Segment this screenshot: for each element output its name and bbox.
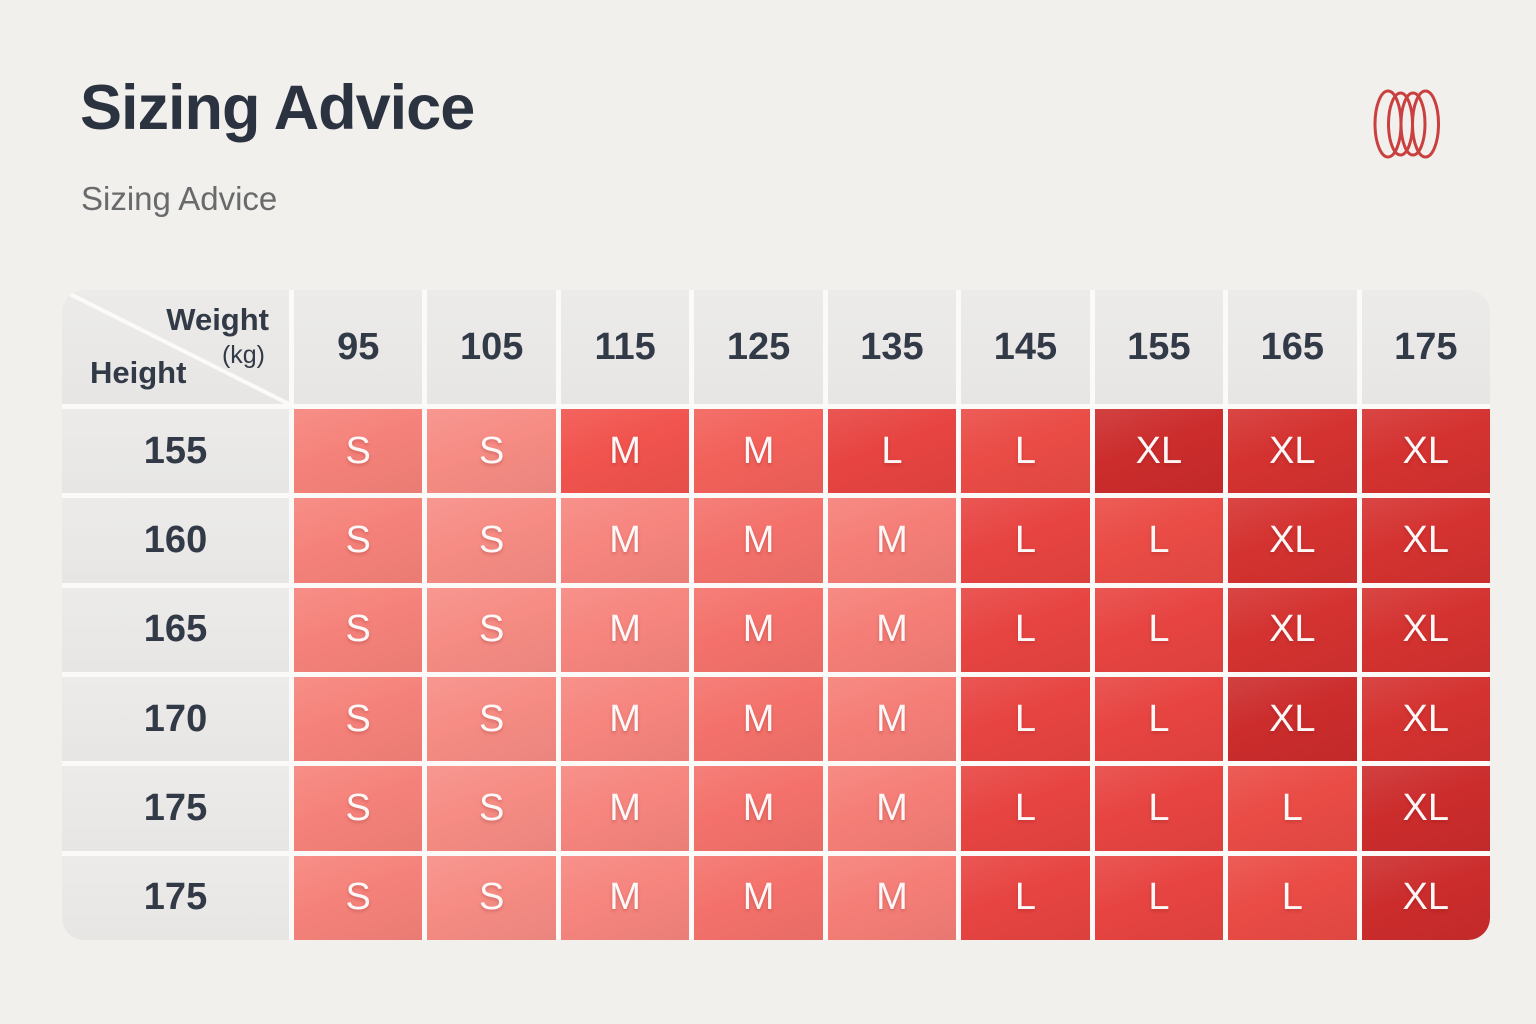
size-cell: S xyxy=(427,766,556,851)
col-header-weight: 155 xyxy=(1094,290,1224,404)
size-cell: M xyxy=(694,855,823,940)
brand-logo xyxy=(1372,84,1442,164)
col-header-weight: 125 xyxy=(694,290,823,404)
size-cell: S xyxy=(294,855,423,940)
row-header-height: 175 xyxy=(62,855,289,940)
size-cell: XL xyxy=(1361,498,1490,583)
col-header-weight: 135 xyxy=(827,290,957,404)
size-cell: L xyxy=(1094,855,1224,940)
size-cell: S xyxy=(294,677,423,762)
size-cell: M xyxy=(694,677,823,762)
size-cell: L xyxy=(961,855,1090,940)
size-cell: S xyxy=(427,587,556,672)
size-cell: M xyxy=(694,587,823,672)
size-cell: XL xyxy=(1361,409,1490,494)
col-header-weight: 175 xyxy=(1361,290,1490,404)
size-cell: XL xyxy=(1094,409,1224,494)
size-cell: M xyxy=(827,855,957,940)
size-cell: M xyxy=(827,766,957,851)
size-cell: M xyxy=(694,409,823,494)
size-cell: L xyxy=(827,409,957,494)
size-cell: S xyxy=(294,409,423,494)
row-header-height: 175 xyxy=(62,766,289,851)
size-cell: L xyxy=(1094,677,1224,762)
diagonal-divider xyxy=(62,290,289,404)
size-cell: M xyxy=(560,409,690,494)
coil-rings-icon xyxy=(1373,89,1440,159)
size-cell: XL xyxy=(1228,587,1357,672)
corner-height-label: Height xyxy=(90,355,187,390)
size-cell: XL xyxy=(1361,766,1490,851)
size-cell: S xyxy=(294,587,423,672)
size-cell: XL xyxy=(1361,587,1490,672)
size-cell: S xyxy=(427,855,556,940)
size-cell: L xyxy=(1094,498,1224,583)
size-cell: S xyxy=(427,409,556,494)
row-header-height: 160 xyxy=(62,498,289,583)
size-cell: L xyxy=(961,677,1090,762)
size-cell: M xyxy=(560,855,690,940)
size-cell: L xyxy=(961,409,1090,494)
size-cell: S xyxy=(427,498,556,583)
size-cell: XL xyxy=(1228,409,1357,494)
size-cell: XL xyxy=(1361,677,1490,762)
size-cell: S xyxy=(427,677,556,762)
col-header-weight: 95 xyxy=(294,290,423,404)
size-cell: L xyxy=(1094,766,1224,851)
size-cell: M xyxy=(827,587,957,672)
size-cell: L xyxy=(961,587,1090,672)
page-title: Sizing Advice xyxy=(80,73,475,143)
sizing-table: Weight (kg) Height 95 105 115 125 135 145 155 1… xyxy=(62,290,1490,940)
size-cell: M xyxy=(827,498,957,583)
size-cell: L xyxy=(1228,855,1357,940)
table-corner-cell: Weight (kg) Height xyxy=(62,290,289,404)
row-header-height: 170 xyxy=(62,677,289,762)
size-cell: M xyxy=(560,677,690,762)
col-header-weight: 105 xyxy=(427,290,556,404)
size-cell: M xyxy=(560,498,690,583)
size-cell: M xyxy=(827,677,957,762)
size-cell: M xyxy=(560,587,690,672)
size-cell: M xyxy=(560,766,690,851)
corner-weight-label: Weight xyxy=(166,302,269,337)
col-header-weight: 145 xyxy=(961,290,1090,404)
size-cell: L xyxy=(1228,766,1357,851)
size-cell: XL xyxy=(1228,498,1357,583)
size-cell: M xyxy=(694,498,823,583)
size-cell: L xyxy=(961,766,1090,851)
size-cell: M xyxy=(694,766,823,851)
size-cell: S xyxy=(294,498,423,583)
row-header-height: 155 xyxy=(62,409,289,494)
row-header-height: 165 xyxy=(62,587,289,672)
size-cell: S xyxy=(294,766,423,851)
size-cell: L xyxy=(1094,587,1224,672)
size-cell: XL xyxy=(1228,677,1357,762)
size-cell: XL xyxy=(1361,855,1490,940)
col-header-weight: 165 xyxy=(1228,290,1357,404)
col-header-weight: 115 xyxy=(560,290,690,404)
page-subtitle: Sizing Advice xyxy=(81,180,278,217)
size-cell: L xyxy=(961,498,1090,583)
corner-weight-unit: (kg) xyxy=(221,341,265,369)
